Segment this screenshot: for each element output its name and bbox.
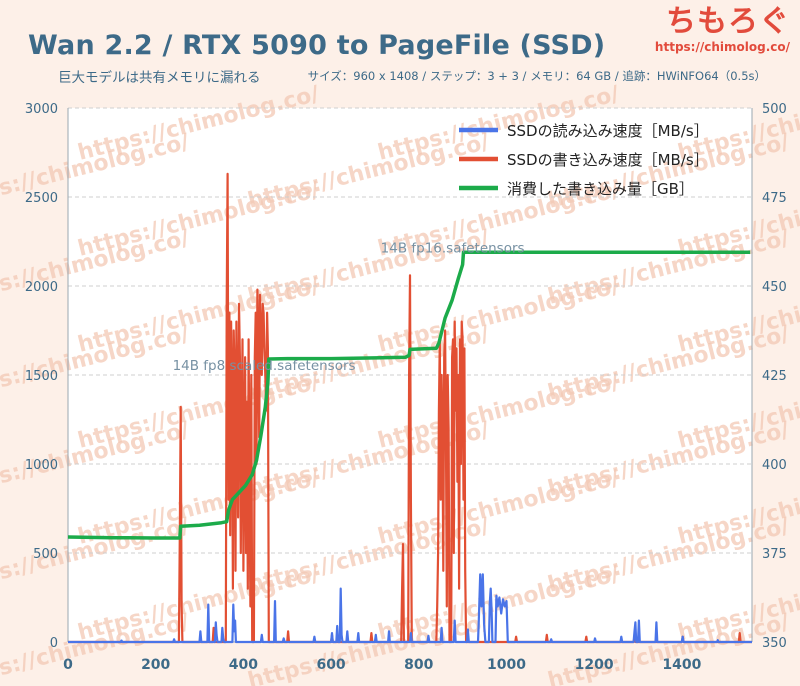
x-tick-label: 1200 — [575, 657, 614, 673]
annotations: 14B fp8 scaled.safetensors 14B fp16.safet… — [173, 241, 525, 374]
series-line-read — [68, 573, 752, 644]
series-layer — [67, 172, 752, 644]
y-tick-label: 1500 — [25, 369, 58, 384]
y2-tick-label: 425 — [762, 369, 787, 384]
brand-name: ちもろぐ — [666, 4, 790, 39]
annotation-label: 14B fp8 scaled.safetensors — [173, 358, 356, 374]
y2-tick-label: 350 — [762, 636, 787, 651]
x-tick-label: 1400 — [662, 657, 701, 673]
chart-subtitle: 巨大モデルは共有メモリに漏れる — [58, 70, 261, 86]
y2-tick-label: 500 — [762, 102, 787, 117]
axes: 0500100015002000250030003503754004254504… — [25, 102, 787, 673]
y-tick-label: 2000 — [25, 280, 58, 295]
brand-url: https://chimolog.co/ — [654, 40, 790, 54]
y-tick-label: 1000 — [25, 458, 58, 473]
chart-title: Wan 2.2 / RTX 5090 to PageFile (SSD) — [28, 30, 606, 61]
series-line-consumed — [67, 250, 751, 540]
legend-label: 消費した書き込み量［GB］ — [507, 180, 694, 198]
x-tick-label: 800 — [404, 657, 433, 673]
x-tick-label: 400 — [229, 657, 258, 673]
y-tick-label: 3000 — [25, 102, 58, 117]
y-tick-label: 2500 — [25, 191, 58, 206]
x-tick-label: 200 — [141, 657, 170, 673]
y2-tick-label: 450 — [762, 280, 787, 295]
x-tick-label: 1000 — [487, 657, 526, 673]
legend-label: SSDの読み込み速度［MB/s］ — [507, 122, 709, 140]
x-tick-label: 600 — [316, 657, 345, 673]
legend: SSDの読み込み速度［MB/s］ SSDの書き込み速度［MB/s］ 消費した書き込み… — [459, 122, 709, 198]
annotation-label: 14B fp16.safetensors — [381, 241, 525, 257]
y-tick-label: 0 — [50, 636, 58, 651]
x-tick-label: 0 — [63, 657, 73, 673]
chart-meta: サイズ：960 x 1408 / ステップ：3 + 3 / メモリ：64 GB … — [307, 69, 766, 83]
legend-label: SSDの書き込み速度［MB/s］ — [507, 151, 709, 169]
y-tick-label: 500 — [33, 547, 58, 562]
y2-tick-label: 475 — [762, 191, 787, 206]
y2-tick-label: 400 — [762, 458, 787, 473]
y2-tick-label: 375 — [762, 547, 787, 562]
brand-logo: ちもろぐ https://chimolog.co/ — [655, 4, 790, 54]
